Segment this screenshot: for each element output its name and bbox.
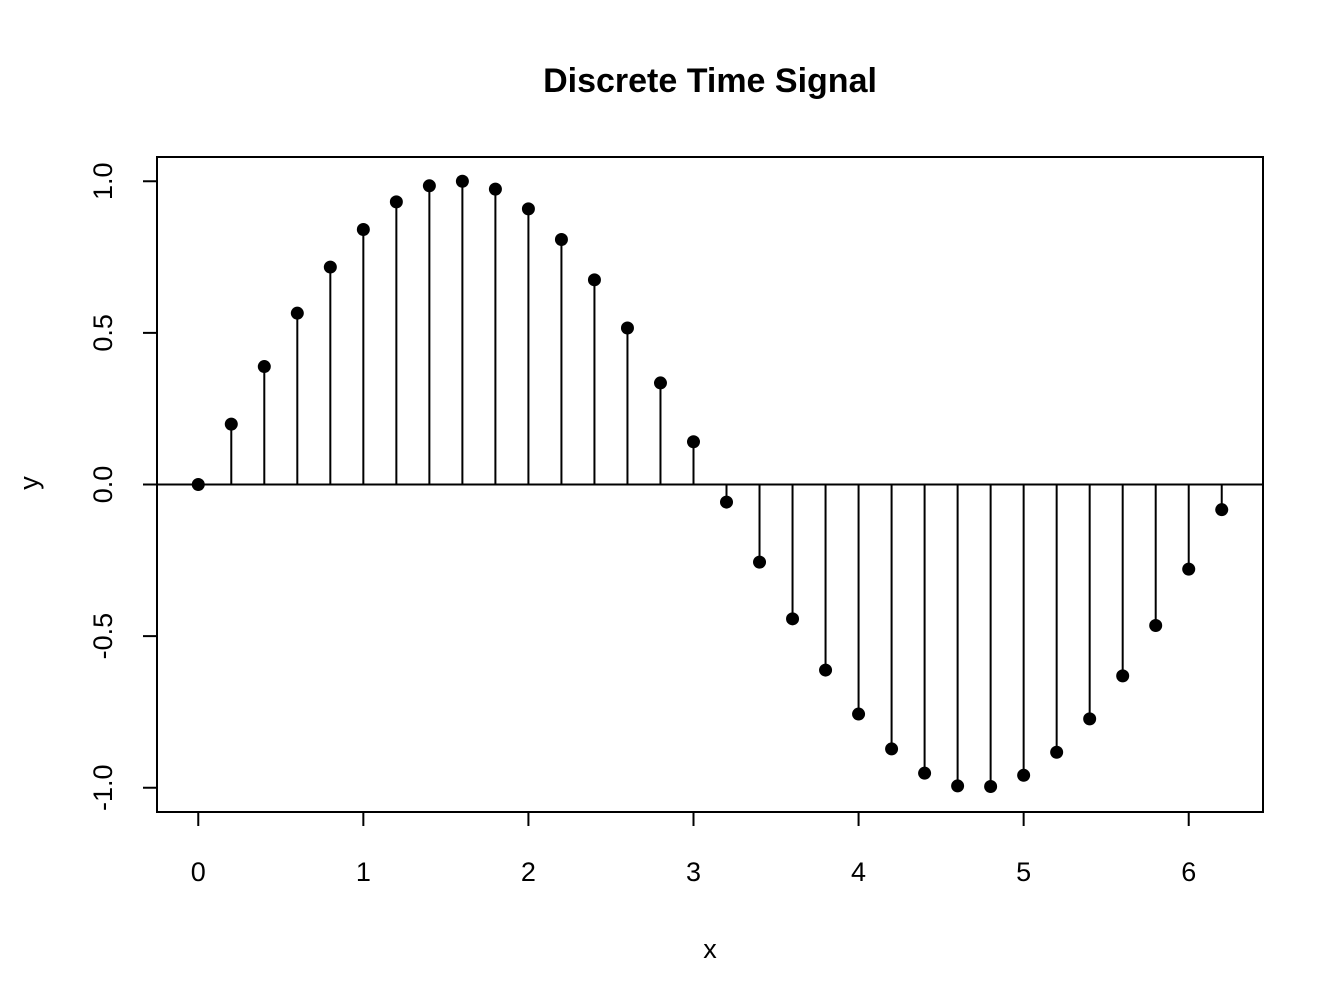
y-tick-label: 0.5 [88,314,118,352]
data-point [620,321,634,335]
y-tick-label: -0.5 [88,613,118,660]
x-tick-label: 6 [1181,857,1196,887]
data-point [356,222,370,236]
data-point [1215,503,1229,517]
data-point [1116,669,1130,683]
data-point [786,612,800,626]
data-point [984,780,998,794]
data-point [1050,745,1064,759]
data-point [753,555,767,569]
data-point [653,376,667,390]
plot-area [157,174,1263,794]
x-tick-label: 5 [1016,857,1031,887]
chart-title: Discrete Time Signal [543,62,877,100]
data-point [422,179,436,193]
data-point [554,232,568,246]
x-axis-label: x [703,934,717,964]
data-point [819,663,833,677]
x-tick-label: 3 [686,857,701,887]
data-point [885,742,899,756]
x-tick-label: 4 [851,857,866,887]
data-point [323,260,337,274]
x-tick-label: 0 [191,857,206,887]
data-point [521,202,535,216]
data-point [1017,768,1031,782]
y-tick-label: 0.0 [88,466,118,504]
y-tick-label: 1.0 [88,162,118,200]
data-point [720,495,734,509]
y-tick-label: -1.0 [88,764,118,811]
data-point [1083,712,1097,726]
data-point [224,417,238,431]
data-point [852,707,866,721]
data-point [290,306,304,320]
data-point [1182,562,1196,576]
data-point [191,478,205,491]
data-point [389,195,403,209]
data-point [1149,619,1163,633]
data-point [488,182,502,196]
data-point [257,360,271,374]
data-point [686,435,700,449]
data-point [951,779,965,793]
data-point [587,273,601,287]
y-axis-label: y [14,476,44,490]
axes: 0 1 2 3 4 5 6 -1.0 -0.5 0.0 0.5 1.0 [88,156,1264,887]
x-tick-label: 1 [356,857,371,887]
x-tick-label: 2 [521,857,536,887]
data-point [918,766,932,780]
data-point [455,174,469,188]
